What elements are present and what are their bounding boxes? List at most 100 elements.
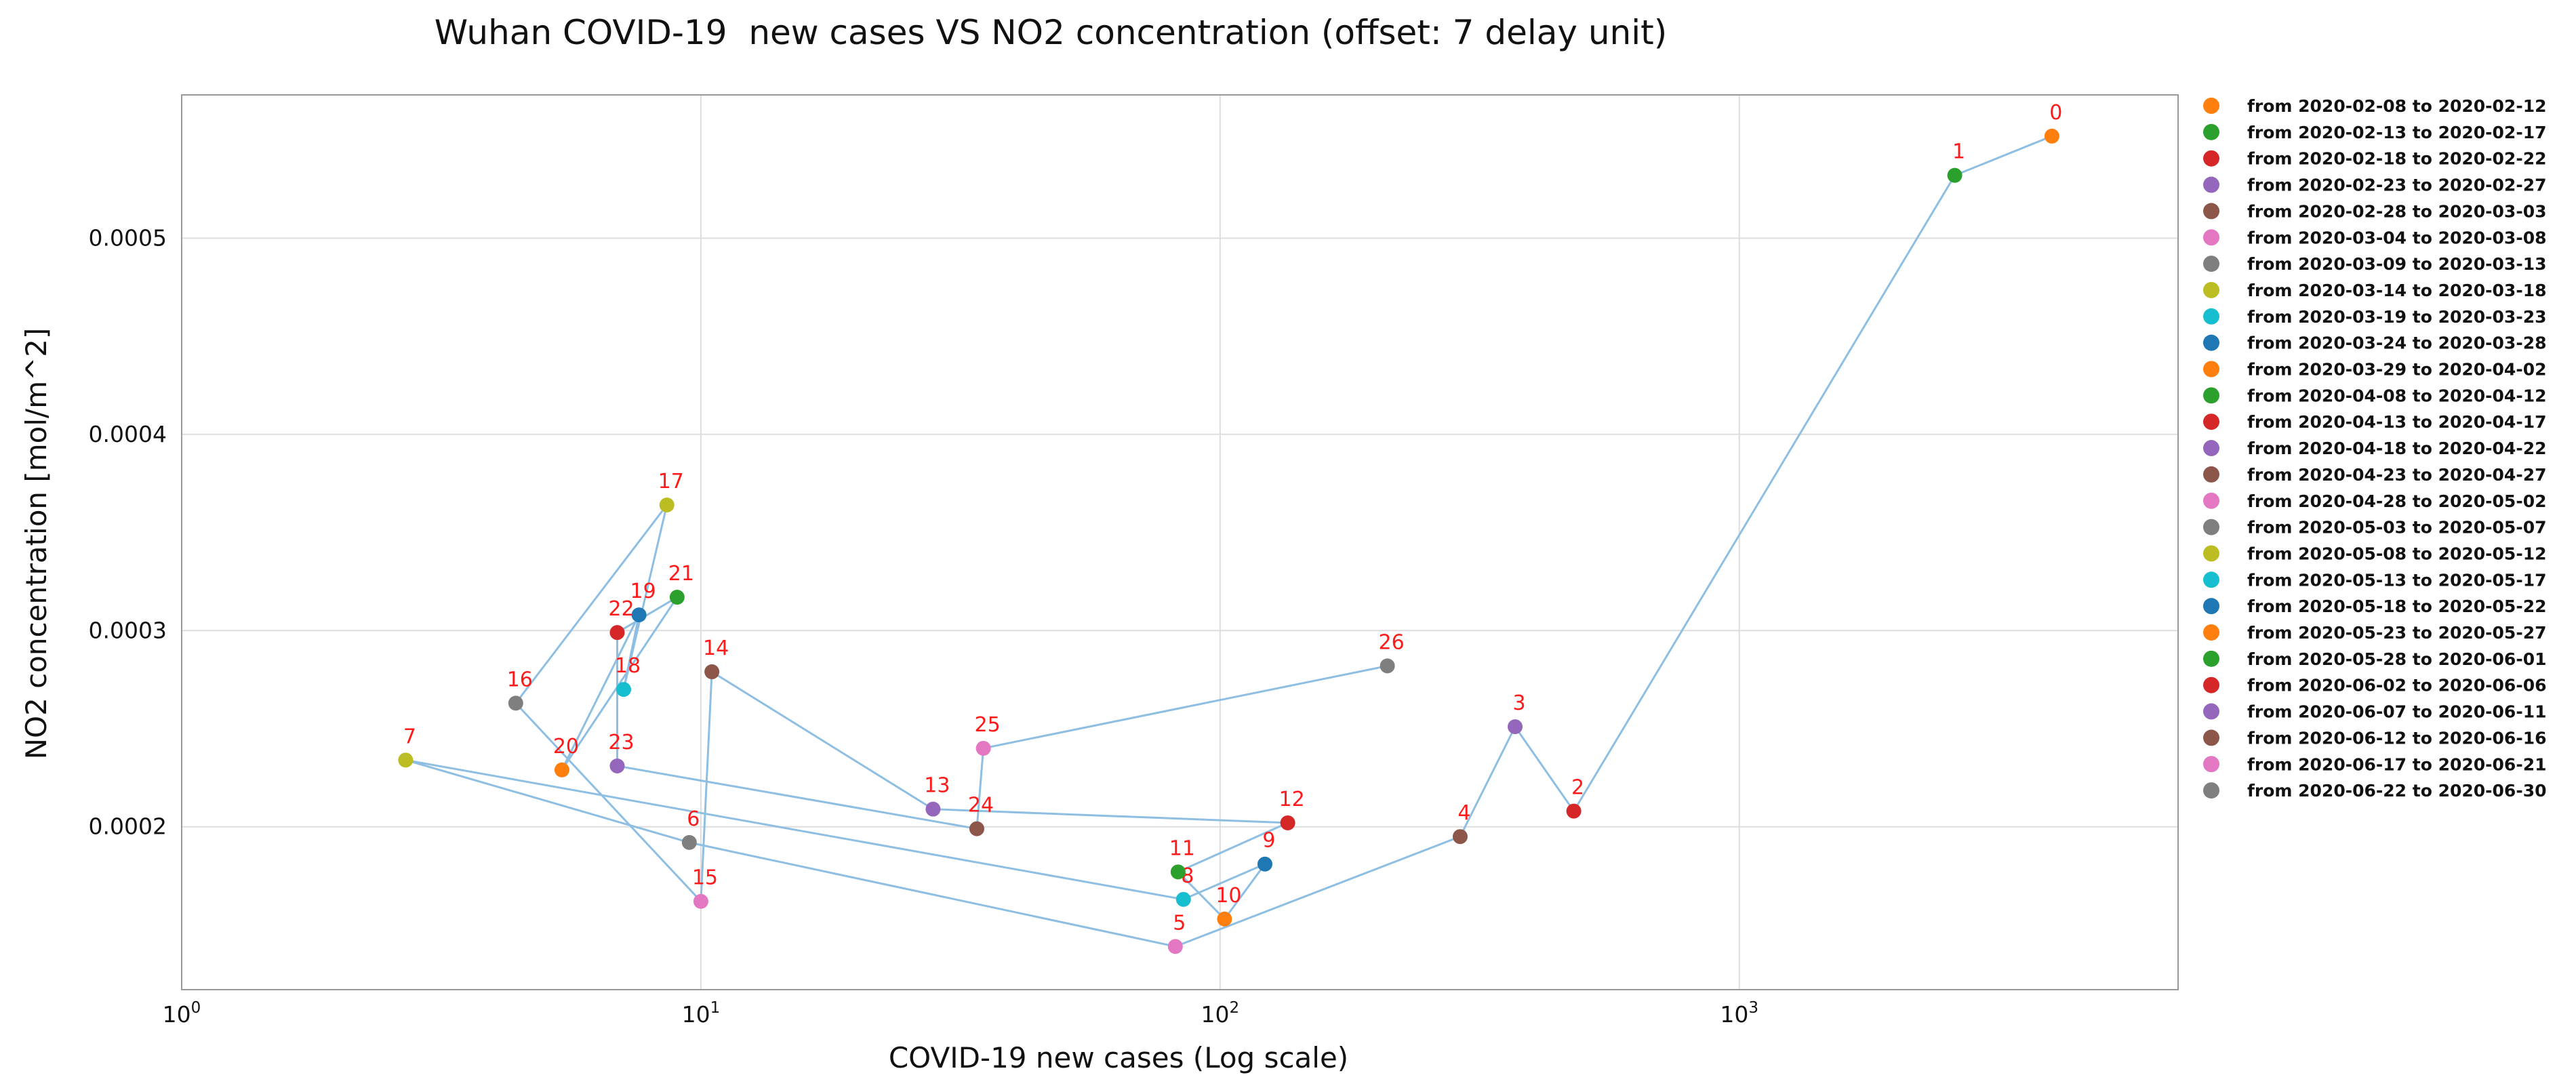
point-label-3: 3 [1512, 691, 1525, 715]
legend-marker-18 [2203, 571, 2219, 588]
x-tick-label: 100 [163, 999, 201, 1028]
legend-marker-12 [2203, 413, 2219, 430]
data-point-10 [1217, 911, 1232, 927]
legend-entry-16: from 2020-05-03 to 2020-05-07 [2247, 518, 2547, 538]
chart-title: Wuhan COVID-19 new cases VS NO2 concentr… [435, 13, 1667, 52]
legend-entry-2: from 2020-02-18 to 2020-02-22 [2247, 149, 2547, 169]
point-label-12: 12 [1279, 788, 1305, 811]
legend-marker-14 [2203, 466, 2219, 483]
point-label-19: 19 [630, 580, 656, 603]
data-point-2 [1566, 803, 1582, 819]
legend-marker-19 [2203, 598, 2219, 615]
data-point-17 [659, 498, 675, 512]
legend-entry-6: from 2020-03-09 to 2020-03-13 [2247, 254, 2547, 274]
point-label-5: 5 [1173, 911, 1186, 935]
legend-entry-3: from 2020-02-23 to 2020-02-27 [2247, 176, 2547, 195]
legend-entry-11: from 2020-04-08 to 2020-04-12 [2247, 386, 2547, 405]
legend-marker-23 [2203, 703, 2219, 720]
legend-entry-14: from 2020-04-23 to 2020-04-27 [2247, 465, 2547, 485]
data-point-3 [1508, 719, 1523, 735]
plot-frame [181, 94, 2179, 990]
point-label-4: 4 [1457, 801, 1470, 825]
data-point-18 [616, 682, 631, 697]
grid [181, 95, 2178, 990]
data-point-11 [1170, 864, 1186, 880]
data-point-13 [925, 801, 941, 817]
data-point-22 [609, 625, 625, 641]
point-label-15: 15 [692, 866, 718, 890]
legend-marker-26 [2203, 782, 2219, 799]
legend-entry-13: from 2020-04-18 to 2020-04-22 [2247, 439, 2547, 458]
point-label-23: 23 [608, 731, 634, 754]
data-point-8 [1175, 891, 1191, 907]
point-label-13: 13 [924, 774, 950, 798]
legend-marker-13 [2203, 440, 2219, 457]
legend-entry-26: from 2020-06-22 to 2020-06-30 [2247, 781, 2547, 801]
legend-entry-15: from 2020-04-28 to 2020-05-02 [2247, 491, 2547, 511]
legend-entry-19: from 2020-05-18 to 2020-05-22 [2247, 596, 2547, 616]
point-label-26: 26 [1379, 630, 1405, 654]
legend-marker-16 [2203, 519, 2219, 535]
x-tick-label: 103 [1720, 999, 1758, 1028]
legend-entry-22: from 2020-06-02 to 2020-06-06 [2247, 676, 2547, 695]
legend-marker-7 [2203, 281, 2219, 298]
point-label-1: 1 [1952, 140, 1965, 164]
legend-entry-1: from 2020-02-13 to 2020-02-17 [2247, 123, 2547, 142]
legend-entry-12: from 2020-04-13 to 2020-04-17 [2247, 412, 2547, 432]
data-point-15 [693, 893, 708, 909]
data-point-0 [2044, 128, 2059, 144]
legend-marker-1 [2203, 123, 2219, 140]
legend-marker-10 [2203, 361, 2219, 378]
data-point-9 [1257, 856, 1272, 872]
legend-marker-9 [2203, 334, 2219, 351]
series-line [405, 135, 2053, 948]
data-point-25 [975, 740, 991, 756]
data-point-19 [631, 607, 647, 623]
legend-marker-15 [2203, 492, 2219, 509]
point-label-21: 21 [668, 562, 694, 586]
data-point-26 [1380, 658, 1395, 674]
legend-marker-25 [2203, 756, 2219, 773]
point-label-24: 24 [968, 794, 994, 817]
point-label-2: 2 [1571, 776, 1584, 800]
legend-marker-22 [2203, 676, 2219, 693]
point-label-22: 22 [608, 597, 634, 621]
point-label-7: 7 [403, 725, 416, 748]
point-label-0: 0 [2049, 101, 2062, 125]
legend-marker-5 [2203, 229, 2219, 246]
point-label-25: 25 [975, 713, 1001, 737]
legend-entry-21: from 2020-05-28 to 2020-06-01 [2247, 649, 2547, 669]
data-point-6 [681, 834, 697, 850]
legend-entry-17: from 2020-05-08 to 2020-05-12 [2247, 544, 2547, 563]
point-label-18: 18 [615, 654, 641, 678]
data-point-1 [1947, 167, 1963, 183]
legend: from 2020-02-08 to 2020-02-12 from 2020-0… [2203, 96, 2547, 801]
data-point-23 [609, 759, 625, 773]
legend-marker-3 [2203, 176, 2219, 193]
data-point-14 [704, 664, 720, 680]
point-label-6: 6 [687, 807, 700, 831]
x-tick-label: 102 [1201, 999, 1240, 1028]
y-axis-label: NO2 concentration [mol/m^2] [20, 328, 53, 760]
legend-marker-2 [2203, 150, 2219, 167]
data-point-4 [1452, 829, 1468, 845]
legend-marker-20 [2203, 624, 2219, 641]
point-label-16: 16 [507, 668, 533, 691]
legend-marker-0 [2203, 98, 2219, 114]
legend-entry-8: from 2020-03-19 to 2020-03-23 [2247, 307, 2547, 327]
legend-marker-24 [2203, 729, 2219, 746]
point-label-11: 11 [1169, 836, 1195, 860]
legend-entry-4: from 2020-02-28 to 2020-03-03 [2247, 201, 2547, 221]
legend-entry-7: from 2020-03-14 to 2020-03-18 [2247, 281, 2547, 300]
data-point-16 [508, 695, 523, 711]
legend-marker-11 [2203, 387, 2219, 404]
legend-entry-10: from 2020-03-29 to 2020-04-02 [2247, 360, 2547, 380]
legend-entry-24: from 2020-06-12 to 2020-06-16 [2247, 728, 2547, 748]
x-tick-label: 101 [682, 999, 721, 1028]
y-tick-label: 0.0004 [89, 421, 167, 447]
legend-entry-23: from 2020-06-07 to 2020-06-11 [2247, 702, 2547, 722]
legend-marker-6 [2203, 256, 2219, 272]
legend-marker-4 [2203, 203, 2219, 220]
data-point-7 [398, 752, 414, 768]
